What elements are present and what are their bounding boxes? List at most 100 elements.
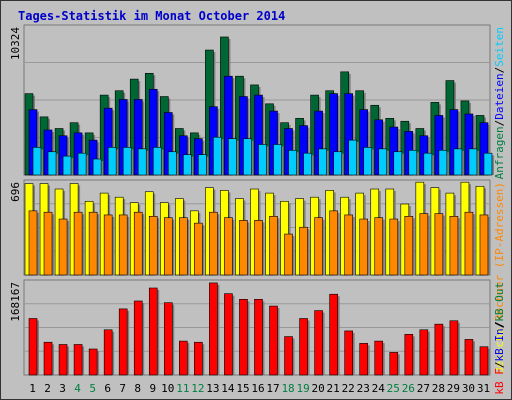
bar-rechner-ip-adressen--day-21 <box>329 210 338 276</box>
bar-rechner-ip-adressen--day-2 <box>43 211 53 276</box>
bar-seiten-day-7 <box>122 147 132 176</box>
bar-seiten-day-17 <box>273 144 282 176</box>
bar-seiten-day-25 <box>393 151 403 176</box>
bar-kb-f-day-15 <box>239 299 248 376</box>
bar-seiten-day-27 <box>423 152 433 176</box>
bar-seiten-day-9 <box>152 147 162 176</box>
day-label-13: 13 <box>206 382 219 395</box>
bar-seiten-day-12 <box>198 154 207 176</box>
bar-rechner-ip-adressen--day-25 <box>389 218 399 276</box>
bar-rechner-ip-adressen--day-18 <box>284 233 293 276</box>
bar-kb-f-day-29 <box>449 320 459 376</box>
day-axis-labels: 1 2 3 4 5 6 7 8 9 10 11 12 13 14 15 16 17 18 19 20 21 22 23 24 2… <box>29 382 490 395</box>
bar-kb-f-day-30 <box>464 339 474 376</box>
day-label-10: 10 <box>161 382 174 395</box>
bar-rechner-ip-adressen--day-1 <box>28 210 38 276</box>
bar-seiten-day-22 <box>348 139 357 176</box>
bar-seiten-day-2 <box>47 151 57 176</box>
day-label-24: 24 <box>372 382 386 395</box>
bar-seiten-day-19 <box>303 152 312 176</box>
bar-kb-f-day-11 <box>179 340 188 376</box>
legend-segment: kB In <box>493 328 506 361</box>
bar-rechner-ip-adressen--day-14 <box>224 217 233 276</box>
bar-kb-f-day-7 <box>118 308 128 376</box>
legend-segment: kB F <box>493 368 506 395</box>
day-label-23: 23 <box>357 382 370 395</box>
bar-rechner-ip-adressen--day-26 <box>404 216 414 276</box>
day-label-7: 7 <box>119 382 126 395</box>
bar-rechner-ip-adressen--day-22 <box>344 214 353 276</box>
bar-seiten-day-5 <box>92 158 102 176</box>
day-label-8: 8 <box>134 382 141 395</box>
day-label-28: 28 <box>432 382 445 395</box>
bar-rechner-ip-adressen--day-13 <box>209 211 218 276</box>
legend-segment: Anfragen <box>493 126 506 179</box>
bar-kb-f-day-27 <box>419 329 429 376</box>
legend-segment: Rechner (IP-Adressen) <box>493 182 506 321</box>
bar-kb-f-day-5 <box>88 348 98 376</box>
bar-seiten-day-14 <box>228 138 237 176</box>
day-label-29: 29 <box>447 382 460 395</box>
day-label-18: 18 <box>281 382 294 395</box>
bar-rechner-ip-adressen--day-7 <box>118 214 128 276</box>
bar-kb-f-day-4 <box>73 344 83 376</box>
day-label-15: 15 <box>236 382 249 395</box>
bar-kb-f-day-24 <box>374 340 384 376</box>
bar-seiten-day-31 <box>483 152 493 176</box>
bar-rechner-ip-adressen--day-9 <box>148 216 158 276</box>
bar-rechner-ip-adressen--day-19 <box>299 226 308 276</box>
bar-kb-f-day-13 <box>209 282 218 376</box>
bar-kb-f-day-16 <box>254 299 263 376</box>
bar-seiten-day-10 <box>167 151 177 176</box>
bar-seiten-day-11 <box>183 154 192 176</box>
bar-kb-f-day-26 <box>404 334 414 376</box>
bar-seiten-day-23 <box>363 147 373 176</box>
bar-seiten-day-15 <box>243 138 252 176</box>
bar-seiten-day-21 <box>333 151 342 176</box>
bar-kb-f-day-20 <box>314 310 323 376</box>
bar-kb-f-day-23 <box>359 343 369 376</box>
y-max-label: 168167 <box>9 282 22 322</box>
bar-rechner-ip-adressen--day-8 <box>133 211 143 276</box>
bar-rechner-ip-adressen--day-4 <box>73 211 83 276</box>
bar-rechner-ip-adressen--day-5 <box>88 211 98 276</box>
series-legend-label: Anfragen/Dateien/Seiten <box>493 27 506 179</box>
day-label-4: 4 <box>74 382 81 395</box>
legend-segment: / <box>493 120 506 127</box>
bar-kb-f-day-17 <box>269 305 278 376</box>
legend-segment: / <box>493 362 506 369</box>
requests-panel: 10324 Anfragen/Dateien/Seiten <box>9 24 506 179</box>
bar-kb-f-day-25 <box>389 352 399 376</box>
y-max-label: 696 <box>9 182 22 202</box>
bar-rechner-ip-adressen--day-31 <box>479 214 489 276</box>
bar-rechner-ip-adressen--day-12 <box>194 222 203 276</box>
bar-rechner-ip-adressen--day-30 <box>464 211 474 276</box>
y-max-label: 10324 <box>9 27 22 60</box>
bar-kb-f-day-22 <box>344 330 353 376</box>
bar-kb-f-day-31 <box>479 346 489 376</box>
bar-kb-f-day-3 <box>58 344 68 376</box>
day-label-3: 3 <box>59 382 66 395</box>
bar-rechner-ip-adressen--day-20 <box>314 217 323 276</box>
bar-rechner-ip-adressen--day-24 <box>374 217 384 276</box>
bar-kb-f-day-9 <box>148 287 158 376</box>
bar-seiten-day-16 <box>258 144 267 176</box>
day-label-16: 16 <box>251 382 264 395</box>
day-label-12: 12 <box>191 382 204 395</box>
day-label-25: 25 <box>387 382 400 395</box>
bar-kb-f-day-10 <box>163 302 173 376</box>
legend-segment: Besuche <box>493 328 506 374</box>
bar-seiten-day-29 <box>453 148 463 176</box>
bar-rechner-ip-adressen--day-28 <box>434 213 444 276</box>
day-label-11: 11 <box>176 382 189 395</box>
bar-seiten-day-26 <box>408 150 418 176</box>
bar-kb-f-day-12 <box>194 341 203 376</box>
legend-segment: Dateien <box>493 73 506 119</box>
bar-seiten-day-18 <box>288 150 297 176</box>
bar-kb-f-day-19 <box>299 318 308 376</box>
day-label-2: 2 <box>44 382 51 395</box>
day-label-6: 6 <box>104 382 111 395</box>
bar-rechner-ip-adressen--day-29 <box>449 216 459 276</box>
